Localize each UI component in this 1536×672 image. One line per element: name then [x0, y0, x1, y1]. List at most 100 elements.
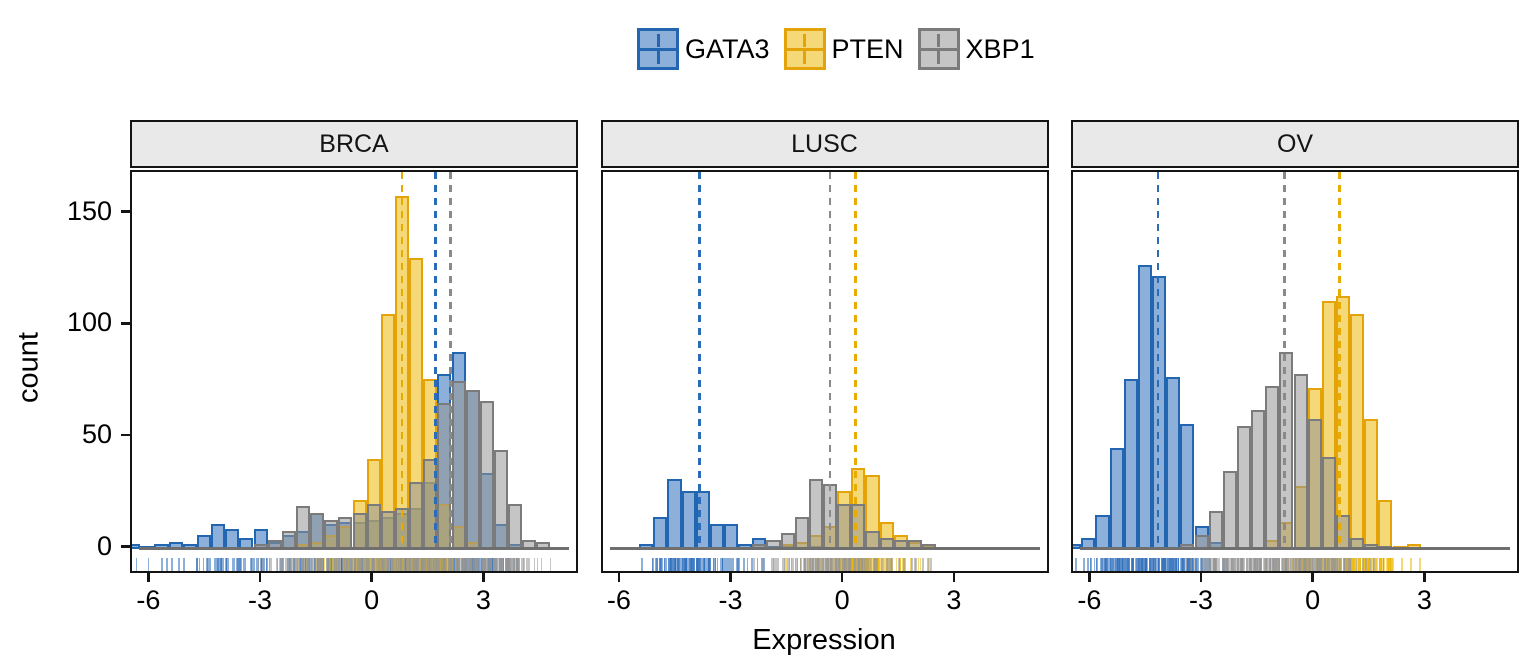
rug-tick-gata3 [276, 558, 279, 571]
rug-tick-gata3 [691, 558, 693, 571]
rug-tick-gata3 [677, 558, 680, 571]
rug-tick-gata3 [294, 558, 296, 571]
rug-tick-gata3 [304, 558, 307, 571]
rug-tick-xbp1 [397, 558, 400, 571]
rug-tick-xbp1 [822, 558, 824, 571]
rug-tick-gata3 [1141, 558, 1143, 571]
legend: GATA3 PTEN XBP1 [637, 28, 1035, 70]
facet-strip-ov: OV [1071, 120, 1519, 168]
rug-tick-gata3 [214, 558, 216, 571]
rug-tick-gata3 [1110, 558, 1112, 571]
rug-tick-gata3 [1172, 558, 1174, 571]
rug-tick-gata3 [239, 558, 242, 571]
rug-tick-xbp1 [523, 558, 525, 571]
rug-tick-gata3 [788, 558, 791, 571]
rug-tick-xbp1 [886, 558, 889, 571]
rug-tick-gata3 [207, 558, 209, 571]
rug-tick-xbp1 [1215, 558, 1218, 571]
legend-label: XBP1 [965, 34, 1035, 64]
rug-tick-gata3 [713, 558, 716, 571]
rug-tick-xbp1 [902, 558, 905, 571]
rug-tick-gata3 [699, 558, 702, 571]
rug-tick-xbp1 [820, 558, 823, 571]
rug-tick-xbp1 [811, 558, 814, 571]
rug-tick-xbp1 [302, 558, 305, 571]
rug-tick-xbp1 [457, 558, 459, 571]
rug-tick-xbp1 [1259, 558, 1262, 571]
rug-tick-xbp1 [470, 558, 472, 571]
histogram-bar-gata3 [1180, 423, 1195, 549]
histogram-bar-xbp1 [409, 481, 424, 549]
rug-tick-xbp1 [796, 558, 799, 571]
rug-tick-xbp1 [1332, 558, 1334, 571]
rug-tick-gata3 [1138, 558, 1141, 571]
rug-tick-gata3 [236, 558, 238, 571]
rug-tick-xbp1 [1216, 558, 1219, 571]
rug-tick-pten [1392, 558, 1394, 571]
rug-tick-xbp1 [287, 558, 289, 571]
legend-key-xbp1-icon [917, 28, 960, 70]
rug-tick-gata3 [1175, 558, 1177, 571]
legend-key-dash [656, 34, 660, 47]
rug-tick-xbp1 [1208, 558, 1210, 571]
rug-tick-gata3 [703, 558, 706, 571]
histogram-bar-xbp1 [324, 519, 339, 549]
mean-vline-pten [400, 172, 404, 549]
mean-vline-xbp1 [1283, 172, 1286, 549]
rug-tick-xbp1 [425, 558, 428, 571]
histogram-bar-gata3 [709, 524, 724, 549]
mean-vline-pten [1338, 172, 1341, 549]
rug-tick-xbp1 [1285, 558, 1287, 571]
rug-tick-xbp1 [393, 558, 396, 571]
rug-tick-xbp1 [347, 558, 350, 571]
histogram-bar-xbp1 [352, 512, 367, 549]
rug-tick-xbp1 [1339, 558, 1342, 571]
x-axis-tick-label: -3 [718, 585, 743, 615]
facet-strip-label: BRCA [319, 129, 389, 158]
rug-tick-xbp1 [383, 558, 386, 571]
histogram-bar-xbp1 [1222, 470, 1237, 549]
rug-tick-xbp1 [410, 558, 413, 571]
rug-tick-xbp1 [506, 558, 509, 571]
rug-tick-xbp1 [285, 558, 287, 571]
x-axis-tick [1311, 573, 1314, 582]
rug-tick-pten [1359, 558, 1361, 571]
rug-tick-gata3 [716, 558, 719, 571]
mean-vline-xbp1 [828, 172, 832, 549]
rug-tick-gata3 [260, 558, 262, 571]
rug-tick-xbp1 [855, 558, 857, 571]
rug-tick-xbp1 [360, 558, 362, 571]
rug-tick-gata3 [251, 558, 253, 571]
y-axis-tick [121, 322, 130, 325]
rug-tick-xbp1 [428, 558, 431, 571]
rug-tick-xbp1 [817, 558, 820, 571]
rug-tick-gata3 [1146, 558, 1148, 571]
rug-tick-xbp1 [1305, 558, 1307, 571]
rug-tick-xbp1 [301, 558, 303, 571]
rug-tick-xbp1 [460, 558, 462, 571]
rug-tick-xbp1 [487, 558, 489, 571]
rug-tick-xbp1 [1354, 558, 1357, 571]
rug-tick-gata3 [705, 558, 708, 571]
rug-tick-xbp1 [367, 558, 369, 571]
rug-tick-xbp1 [1196, 558, 1199, 571]
rug-tick-xbp1 [1302, 558, 1305, 571]
rug-tick-xbp1 [777, 558, 780, 571]
rug-tick-xbp1 [845, 558, 848, 571]
histogram-baseline [139, 547, 569, 550]
rug-tick-xbp1 [783, 558, 786, 571]
rug-tick-xbp1 [1289, 558, 1292, 571]
rug-tick-gata3 [661, 558, 663, 571]
rug-tick-xbp1 [1238, 558, 1241, 571]
rug-tick-xbp1 [1218, 558, 1220, 571]
rug-tick-xbp1 [489, 558, 492, 571]
rug-tick-xbp1 [540, 558, 543, 571]
rug-tick-xbp1 [518, 558, 521, 571]
rug-tick-gata3 [1200, 558, 1203, 571]
rug-tick-gata3 [641, 558, 643, 571]
rug-tick-xbp1 [826, 558, 828, 571]
rug-tick-xbp1 [447, 558, 450, 571]
rug-tick-xbp1 [424, 558, 426, 571]
rug-tick-gata3 [714, 558, 717, 571]
x-axis-tick [952, 573, 956, 582]
